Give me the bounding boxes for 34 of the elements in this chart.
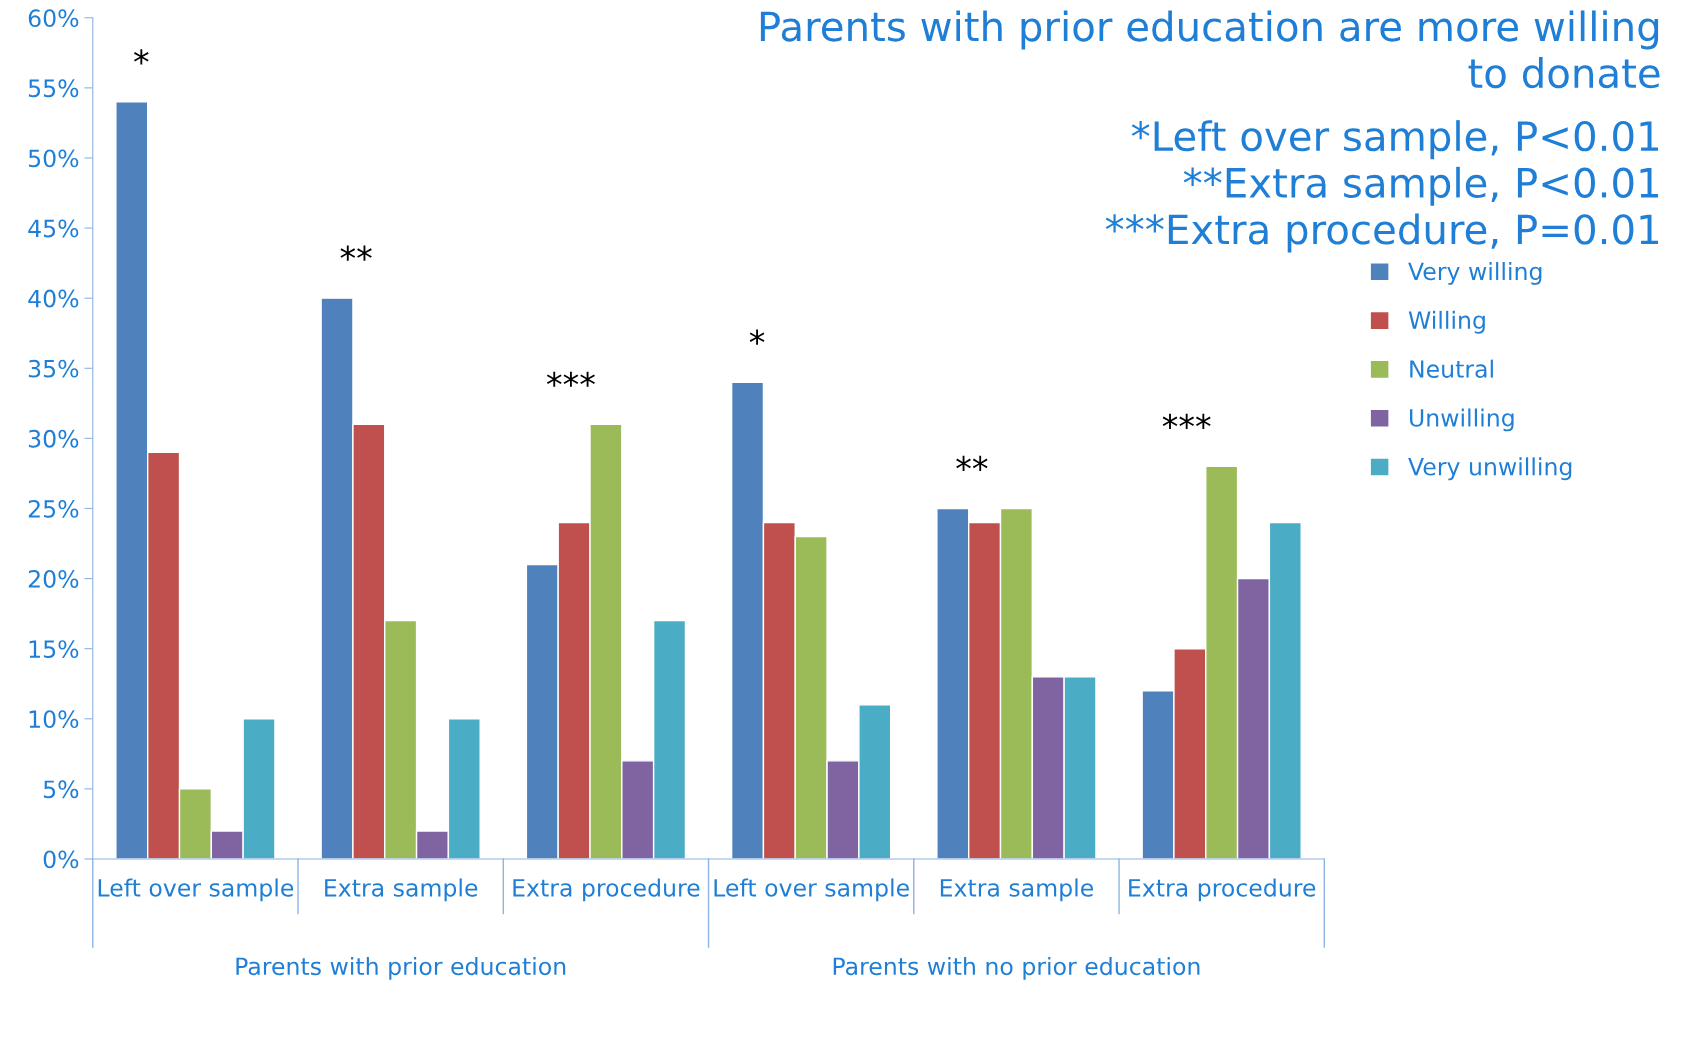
x-tick-label: Left over sample xyxy=(714,878,909,902)
annotation: *** xyxy=(1162,413,1211,429)
x-tick-label: Extra sample xyxy=(325,878,478,902)
legend-label: Willing xyxy=(1408,310,1485,334)
y-tick-label: 20% xyxy=(28,570,79,588)
text: Parents with no prior education xyxy=(833,956,1200,980)
legend-label: Unwilling xyxy=(1410,408,1514,432)
x-tick-label: Extra procedure xyxy=(513,878,700,902)
legend-label: Very unwilling xyxy=(1408,457,1572,481)
y-tick-label: 10% xyxy=(29,710,79,729)
x-tick-label: Left over sample xyxy=(98,878,294,902)
legend-label: Very willing xyxy=(1408,262,1542,285)
y-tick-label: 25% xyxy=(28,499,79,518)
y-tick-label: 40% xyxy=(28,289,79,308)
y-tick-label: 45% xyxy=(28,219,79,238)
text: Parents with prior education xyxy=(236,956,566,980)
annotation: ** xyxy=(340,245,372,261)
annotation: ** xyxy=(956,455,988,471)
x-tick-label: Extra sample xyxy=(940,878,1093,902)
y-tick-label: 5% xyxy=(43,780,79,799)
annotation: * xyxy=(749,329,765,345)
y-tick-label: 0% xyxy=(43,850,79,869)
y-tick-label: 60% xyxy=(28,9,79,28)
legend-label: Neutral xyxy=(1410,359,1493,378)
annotation: *** xyxy=(546,371,595,387)
y-tick-label: 55% xyxy=(28,79,79,98)
text: *Left over sample, P<0.01 **Extra sample, P<0.01 ***Extra procedure, P=0.01 xyxy=(1105,120,1658,253)
y-tick-label: 50% xyxy=(28,149,79,168)
y-tick-label: 35% xyxy=(28,359,79,378)
annotation: * xyxy=(133,49,149,65)
y-tick-label: 30% xyxy=(28,429,79,448)
y-tick-label: 15% xyxy=(29,640,79,658)
chart-title: Parents with prior education are more willing to donate xyxy=(760,10,1660,89)
x-tick-label: Extra procedure xyxy=(1129,878,1316,902)
